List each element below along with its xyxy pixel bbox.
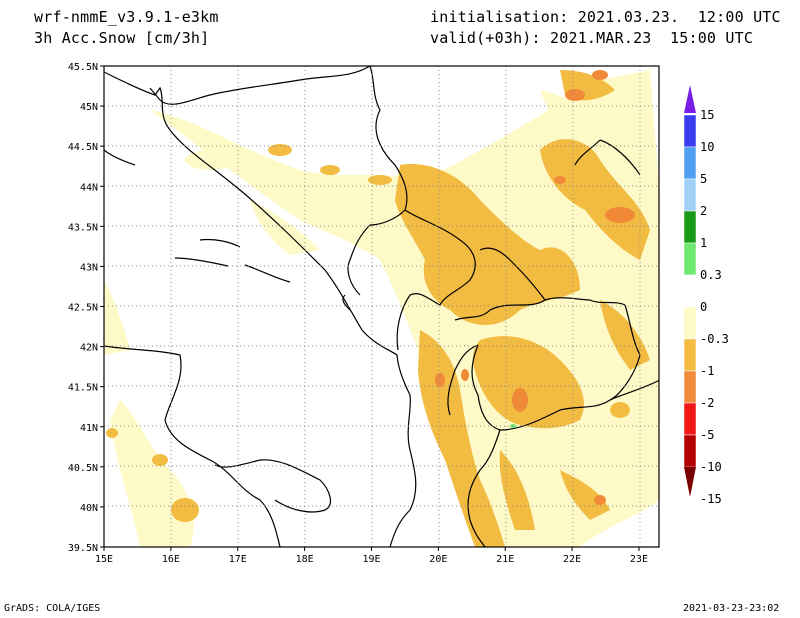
colorbar-label: 15 (700, 108, 714, 122)
colorbar-swatch (683, 178, 697, 212)
colorbar-label: 0.3 (700, 268, 722, 282)
lon-label: 17E (229, 554, 247, 565)
snow-heavy-areas (435, 70, 635, 505)
lat-labels: 45.5N 45N 44.5N 44N 43.5N 43N 42.5N 42N 41.5N 41N… (68, 62, 98, 554)
lat-label: 42.5N (68, 303, 98, 314)
colorbar-swatch (683, 274, 697, 308)
grid-lines (104, 66, 659, 547)
colorbar-swatch (683, 306, 697, 340)
footer-credit: GrADS: COLA/IGES (4, 603, 101, 614)
lat-label: 44.5N (68, 142, 98, 153)
colorbar-label: -2 (700, 396, 714, 410)
valid-time: valid(+03h): 2021.MAR.23 15:00 UTC (430, 29, 754, 47)
lat-label: 40.5N (68, 463, 98, 474)
lat-label: 45N (80, 102, 98, 113)
colorbar-label: 2 (700, 204, 707, 218)
colorbar-label: -1 (700, 364, 714, 378)
snow-field (104, 66, 659, 547)
coastlines-borders (104, 66, 659, 547)
lat-label: 40N (80, 503, 98, 514)
colorbar-swatch (683, 338, 697, 372)
colorbar-swatch (683, 146, 697, 180)
lon-label: 21E (496, 554, 514, 565)
colorbar-swatch (683, 370, 697, 404)
lon-label: 22E (563, 554, 581, 565)
lat-label: 41.5N (68, 383, 98, 394)
colorbar-swatch (683, 114, 697, 148)
colorbar: 15 10 5 2 1 0.3 0 -0.3 -1 -2 -5 -10 -15 (683, 85, 729, 506)
colorbar-bottom-arrow (684, 467, 696, 497)
lat-label: 43.5N (68, 222, 98, 233)
colorbar-swatch (683, 434, 697, 468)
lat-label: 42N (80, 343, 98, 354)
lon-label: 15E (95, 554, 113, 565)
axis-ticks (100, 65, 640, 551)
lon-label: 23E (630, 554, 648, 565)
model-title: wrf-nmmE_v3.9.1-e3km (34, 8, 219, 26)
lat-label: 43N (80, 262, 98, 273)
colorbar-label: 5 (700, 172, 707, 186)
lon-labels: 15E 16E 17E 18E 19E 20E 21E 22E 23E (95, 554, 648, 565)
snow-light-areas (104, 70, 659, 547)
lon-label: 16E (162, 554, 180, 565)
footer-timestamp: 2021-03-23-23:02 (683, 603, 780, 614)
lat-label: 41N (80, 423, 98, 434)
colorbar-top-arrow (684, 85, 696, 113)
colorbar-label: -0.3 (700, 332, 729, 346)
colorbar-swatch (683, 242, 697, 276)
lat-label: 39.5N (68, 543, 98, 554)
colorbar-label: 0 (700, 300, 707, 314)
colorbar-swatch (683, 210, 697, 244)
colorbar-label: -10 (700, 460, 722, 474)
colorbar-label: -15 (700, 492, 722, 506)
colorbar-label: -5 (700, 428, 714, 442)
colorbar-label: 10 (700, 140, 714, 154)
lon-label: 18E (296, 554, 314, 565)
field-title: 3h Acc.Snow [cm/3h] (34, 29, 210, 47)
colorbar-label: 1 (700, 236, 707, 250)
lat-label: 44N (80, 182, 98, 193)
lat-label: 45.5N (68, 62, 98, 73)
lon-label: 20E (429, 554, 447, 565)
colorbar-swatch (683, 402, 697, 436)
init-time: initialisation: 2021.03.23. 12:00 UTC (430, 8, 781, 26)
lon-label: 19E (362, 554, 380, 565)
snow-moderate-areas (106, 70, 650, 547)
